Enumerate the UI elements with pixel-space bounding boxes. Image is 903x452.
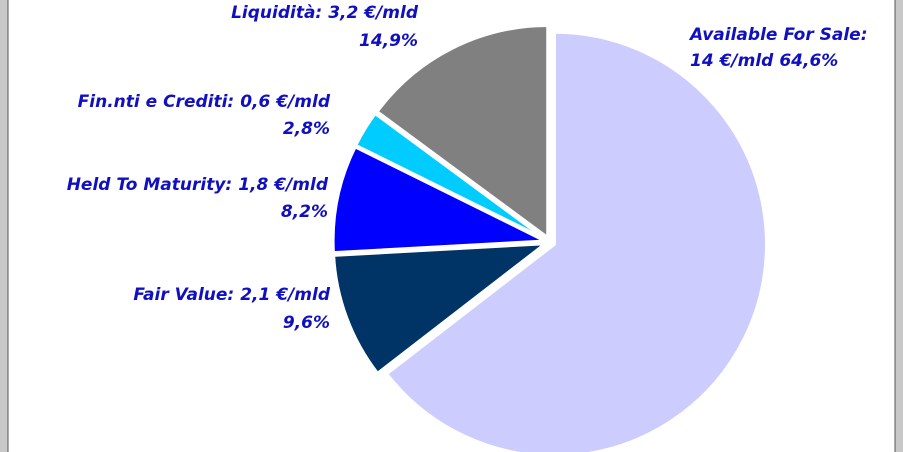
slice-label: Liquidità: 3,2 €/mld [231,3,419,23]
slice-label: 9,6% [283,313,330,333]
category-label: Fair Value: [133,285,234,305]
amount-label: 3,2 €/mld [328,3,419,23]
pie-slice [331,144,551,255]
slice-label: 14,9% [359,31,418,51]
value-label: 8,2% [281,202,328,222]
category-label: Available For Sale: [688,25,868,45]
slice-label: Held To Maturity: 1,8 €/mld [67,175,329,195]
slice-label: 14 €/mld 64,6% [690,51,838,71]
value-label: 9,6% [283,313,330,333]
pie-slice [332,241,551,376]
pie-slice [375,24,550,241]
slice-label: Available For Sale: [688,25,868,45]
category-label: Held To Maturity: [67,175,233,195]
category-label: Liquidità: [231,3,322,23]
amount-label: 0,6 €/mld [240,92,331,112]
pie-slice [384,30,768,452]
value-label: 14,9% [359,31,418,51]
amount-label: 14 €/mld [690,51,774,71]
left-border [0,0,8,452]
right-border [895,0,903,452]
slice-label: Fin.nti e Crediti: 0,6 €/mld [78,92,331,112]
slice-label: 2,8% [283,119,330,139]
category-label: Fin.nti e Crediti: [78,92,235,112]
slice-label: Fair Value: 2,1 €/mld [133,285,330,305]
amount-label: 2,1 €/mld [240,285,331,305]
value-label: 64,6% [779,51,838,71]
pie-slice [353,111,547,241]
value-label: 2,8% [283,119,330,139]
slice-label: 8,2% [281,202,328,222]
amount-label: 1,8 €/mld [238,175,329,195]
